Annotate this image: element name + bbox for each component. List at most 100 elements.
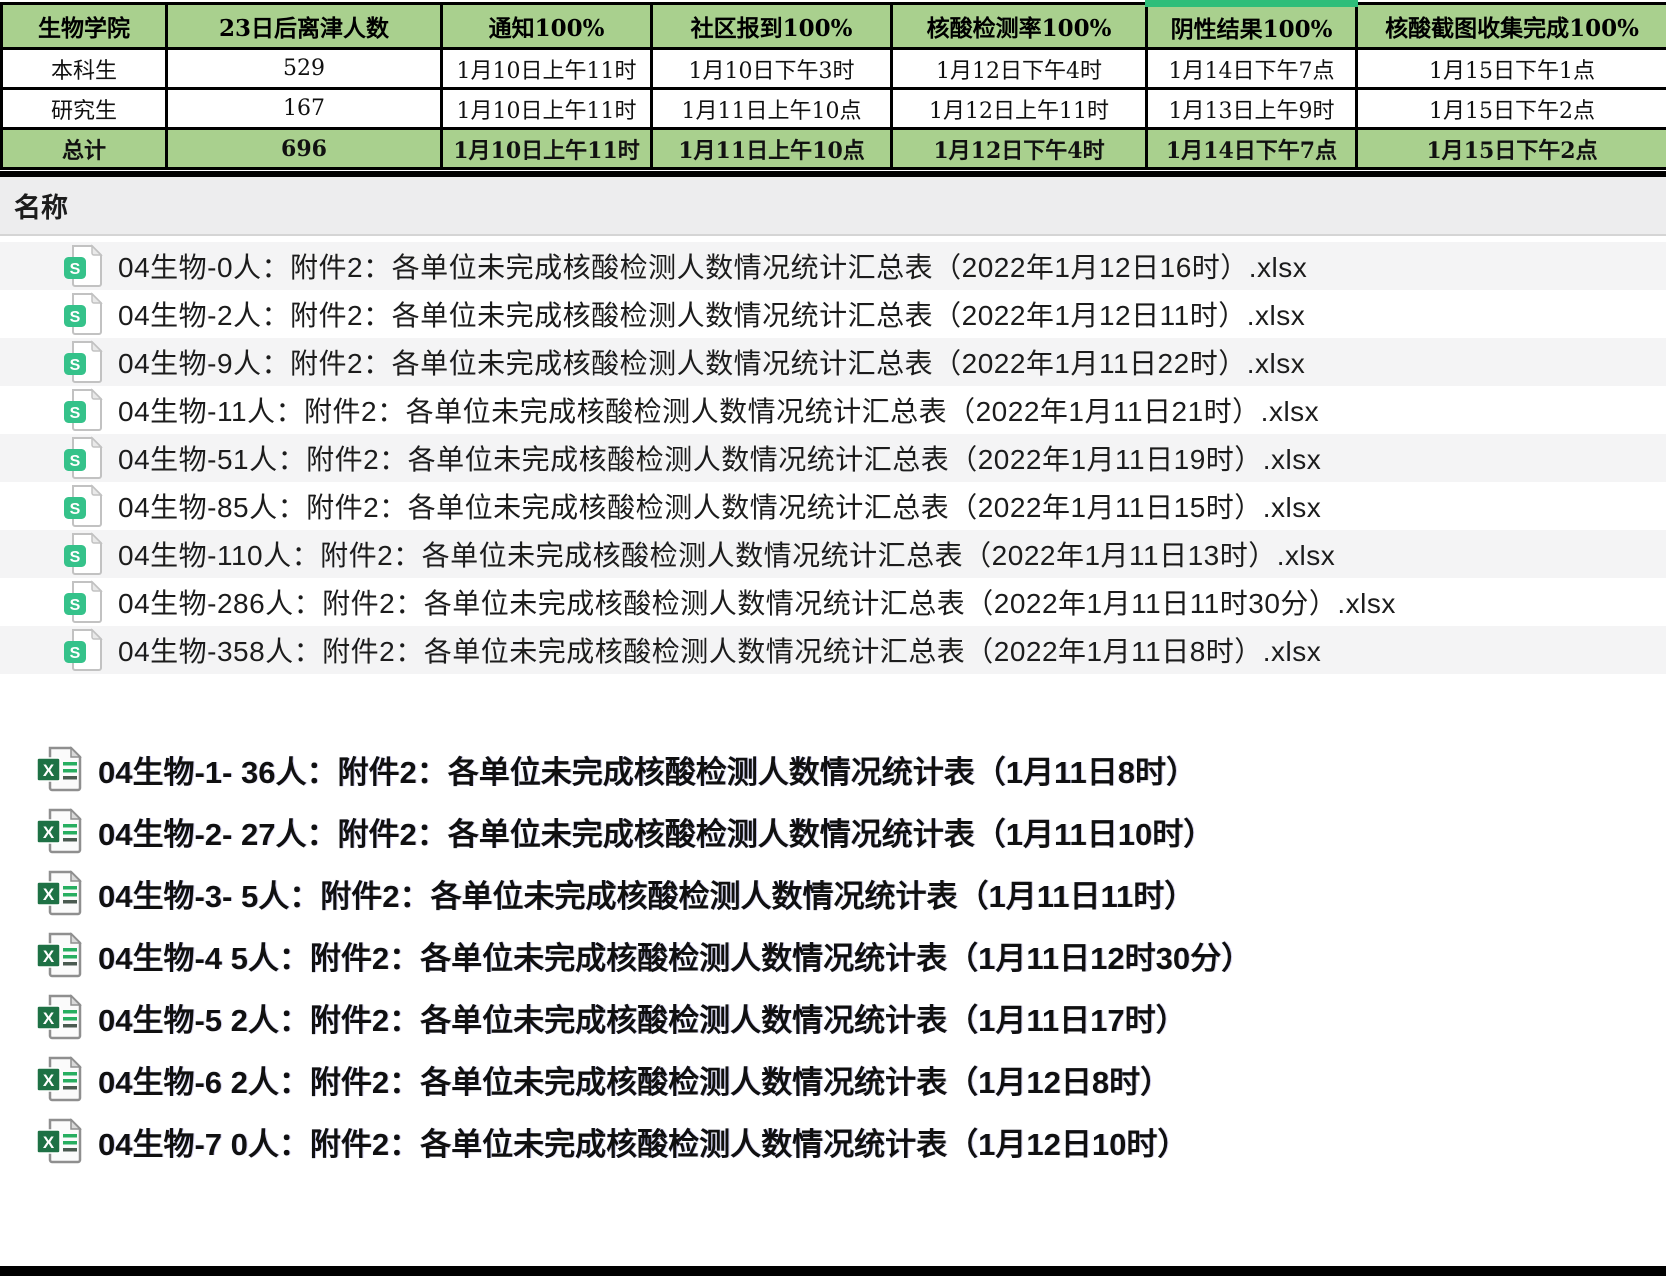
table-cell: 1月15日下午1点 [1355, 47, 1666, 90]
table-cell: 1月10日上午11时 [440, 87, 653, 130]
file-name: 04生物-0人：附件2：各单位未完成核酸检测人数情况统计汇总表（2022年1月1… [118, 252, 1308, 283]
file-name: 04生物-110人：附件2：各单位未完成核酸检测人数情况统计汇总表（2022年1… [118, 540, 1336, 571]
file-name: 04生物-7 0人：附件2：各单位未完成核酸检测人数情况统计表（1月12日10时… [98, 1126, 1189, 1162]
file-list-item[interactable]: S 04生物-85人：附件2：各单位未完成核酸检测人数情况统计汇总表（2022年… [0, 482, 1666, 530]
stats-table: 生物学院 23日后离津人数 通知100% 社区报到100% 核酸检测率100% 阴性结果1… [0, 0, 1666, 170]
name-column-header[interactable]: 名称 [14, 193, 68, 223]
file-list-item[interactable]: X 04生物-7 0人：附件2：各单位未完成核酸检测人数情况统计表（1月12日1… [0, 1110, 1666, 1172]
file-name: 04生物-51人：附件2：各单位未完成核酸检测人数情况统计汇总表（2022年1月… [118, 444, 1322, 475]
file-name: 04生物-3- 5人：附件2：各单位未完成核酸检测人数情况统计表（1月11日11… [98, 878, 1196, 914]
excel-file-icon: X [34, 1055, 86, 1103]
svg-text:S: S [70, 357, 81, 374]
table-header-row: 生物学院 23日后离津人数 通知100% 社区报到100% 核酸检测率100% 阴性结果1… [0, 0, 1666, 50]
file-name: 04生物-358人：附件2：各单位未完成核酸检测人数情况统计汇总表（2022年1… [118, 636, 1322, 667]
excel-file-icon: X [34, 745, 86, 793]
table-cell: 1月10日下午3时 [650, 47, 893, 90]
file-name: 04生物-2人：附件2：各单位未完成核酸检测人数情况统计汇总表（2022年1月1… [118, 300, 1306, 331]
svg-text:X: X [43, 1071, 55, 1090]
table-header-cell: 核酸检测率100% [890, 2, 1148, 50]
table-cell: 1月14日下午7点 [1145, 47, 1358, 90]
file-name: 04生物-286人：附件2：各单位未完成核酸检测人数情况统计汇总表（2022年1… [118, 588, 1396, 619]
svg-text:X: X [43, 1009, 55, 1028]
file-list-item[interactable]: X 04生物-2- 27人：附件2：各单位未完成核酸检测人数情况统计表（1月11… [0, 800, 1666, 862]
wps-spreadsheet-icon: S [60, 580, 106, 624]
table-header-cell: 通知100% [440, 2, 653, 50]
file-name: 04生物-9人：附件2：各单位未完成核酸检测人数情况统计汇总表（2022年1月1… [118, 348, 1306, 379]
table-header-cell: 23日后离津人数 [165, 2, 443, 50]
file-list-xlsx: S 04生物-0人：附件2：各单位未完成核酸检测人数情况统计汇总表（2022年1… [0, 242, 1666, 674]
wps-spreadsheet-icon: S [60, 628, 106, 672]
svg-text:X: X [43, 761, 55, 780]
svg-text:S: S [70, 549, 81, 566]
file-name: 04生物-5 2人：附件2：各单位未完成核酸检测人数情况统计表（1月11日17时… [98, 1002, 1187, 1038]
table-header-cell: 社区报到100% [650, 2, 893, 50]
file-list-xls: X 04生物-1- 36人：附件2：各单位未完成核酸检测人数情况统计表（1月11… [0, 738, 1666, 1172]
file-name: 04生物-6 2人：附件2：各单位未完成核酸检测人数情况统计表（1月12日8时） [98, 1064, 1172, 1100]
table-cell: 1月11日上午10点 [650, 127, 893, 170]
file-list-item[interactable]: S 04生物-0人：附件2：各单位未完成核酸检测人数情况统计汇总表（2022年1… [0, 242, 1666, 290]
file-list-item[interactable]: S 04生物-11人：附件2：各单位未完成核酸检测人数情况统计汇总表（2022年… [0, 386, 1666, 434]
wps-spreadsheet-icon: S [60, 244, 106, 288]
wps-spreadsheet-icon: S [60, 436, 106, 480]
file-name: 04生物-4 5人：附件2：各单位未完成核酸检测人数情况统计表（1月11日12时… [98, 940, 1253, 976]
svg-text:S: S [70, 597, 81, 614]
svg-text:S: S [70, 453, 81, 470]
file-list-item[interactable]: X 04生物-3- 5人：附件2：各单位未完成核酸检测人数情况统计表（1月11日… [0, 862, 1666, 924]
file-list-item[interactable]: S 04生物-9人：附件2：各单位未完成核酸检测人数情况统计汇总表（2022年1… [0, 338, 1666, 386]
file-list-item[interactable]: X 04生物-6 2人：附件2：各单位未完成核酸检测人数情况统计表（1月12日8… [0, 1048, 1666, 1110]
table-cell: 1月15日下午2点 [1355, 87, 1666, 130]
svg-text:S: S [70, 261, 81, 278]
table-cell: 本科生 [0, 47, 168, 90]
svg-text:S: S [70, 501, 81, 518]
table-row: 总计 696 1月10日上午11时 1月11日上午10点 1月12日下午4时 1月14日下… [0, 127, 1666, 170]
table-cell: 696 [165, 127, 443, 170]
svg-text:X: X [43, 947, 55, 966]
wps-spreadsheet-icon: S [60, 484, 106, 528]
file-list-item[interactable]: X 04生物-4 5人：附件2：各单位未完成核酸检测人数情况统计表（1月11日1… [0, 924, 1666, 986]
excel-file-icon: X [34, 993, 86, 1041]
table-cell: 1月10日上午11时 [440, 47, 653, 90]
file-list-item[interactable]: S 04生物-286人：附件2：各单位未完成核酸检测人数情况统计汇总表（2022… [0, 578, 1666, 626]
table-cell: 1月14日下午7点 [1145, 127, 1358, 170]
svg-text:X: X [43, 1133, 55, 1152]
table-cell: 1月12日下午4时 [890, 127, 1148, 170]
file-list-item[interactable]: X 04生物-5 2人：附件2：各单位未完成核酸检测人数情况统计表（1月11日1… [0, 986, 1666, 1048]
table-cell: 1月15日下午2点 [1355, 127, 1666, 170]
file-name: 04生物-1- 36人：附件2：各单位未完成核酸检测人数情况统计表（1月11日8… [98, 754, 1197, 790]
file-list-header[interactable]: 名称 [0, 177, 1666, 236]
table-cell: 1月10日上午11时 [440, 127, 653, 170]
wps-spreadsheet-icon: S [60, 292, 106, 336]
excel-file-icon: X [34, 807, 86, 855]
excel-file-icon: X [34, 931, 86, 979]
table-header-cell: 生物学院 [0, 2, 168, 50]
table-body: 本科生 529 1月10日上午11时 1月10日下午3时 1月12日下午4时 1月14日下… [0, 47, 1666, 170]
file-list-item[interactable]: S 04生物-51人：附件2：各单位未完成核酸检测人数情况统计汇总表（2022年… [0, 434, 1666, 482]
wps-spreadsheet-icon: S [60, 340, 106, 384]
excel-file-icon: X [34, 869, 86, 917]
file-list-item[interactable]: S 04生物-110人：附件2：各单位未完成核酸检测人数情况统计汇总表（2022… [0, 530, 1666, 578]
excel-file-icon: X [34, 1117, 86, 1165]
file-list-item[interactable]: S 04生物-2人：附件2：各单位未完成核酸检测人数情况统计汇总表（2022年1… [0, 290, 1666, 338]
wps-spreadsheet-icon: S [60, 532, 106, 576]
table-row: 本科生 529 1月10日上午11时 1月10日下午3时 1月12日下午4时 1月14日下… [0, 47, 1666, 90]
table-cell: 研究生 [0, 87, 168, 130]
file-list-item[interactable]: X 04生物-1- 36人：附件2：各单位未完成核酸检测人数情况统计表（1月11… [0, 738, 1666, 800]
table-cell: 1月12日下午4时 [890, 47, 1148, 90]
svg-text:S: S [70, 405, 81, 422]
table-row: 研究生 167 1月10日上午11时 1月11日上午10点 1月12日上午11时 1月13… [0, 87, 1666, 130]
svg-text:X: X [43, 823, 55, 842]
file-list-item[interactable]: S 04生物-358人：附件2：各单位未完成核酸检测人数情况统计汇总表（2022… [0, 626, 1666, 674]
file-name: 04生物-85人：附件2：各单位未完成核酸检测人数情况统计汇总表（2022年1月… [118, 492, 1322, 523]
file-name: 04生物-2- 27人：附件2：各单位未完成核酸检测人数情况统计表（1月11日1… [98, 816, 1215, 852]
table-cell: 1月12日上午11时 [890, 87, 1148, 130]
table-cell: 167 [165, 87, 443, 130]
file-name: 04生物-11人：附件2：各单位未完成核酸检测人数情况统计汇总表（2022年1月… [118, 396, 1320, 427]
table-header-cell: 核酸截图收集完成100% [1355, 2, 1666, 50]
table-bottom-divider [0, 171, 1666, 177]
table-cell: 529 [165, 47, 443, 90]
covid-stats-table: 生物学院 23日后离津人数 通知100% 社区报到100% 核酸检测率100% 阴性结果1… [0, 0, 1666, 171]
bottom-edge-bar [0, 1266, 1666, 1276]
svg-text:S: S [70, 309, 81, 326]
table-header-cell: 阴性结果100% [1145, 0, 1358, 50]
